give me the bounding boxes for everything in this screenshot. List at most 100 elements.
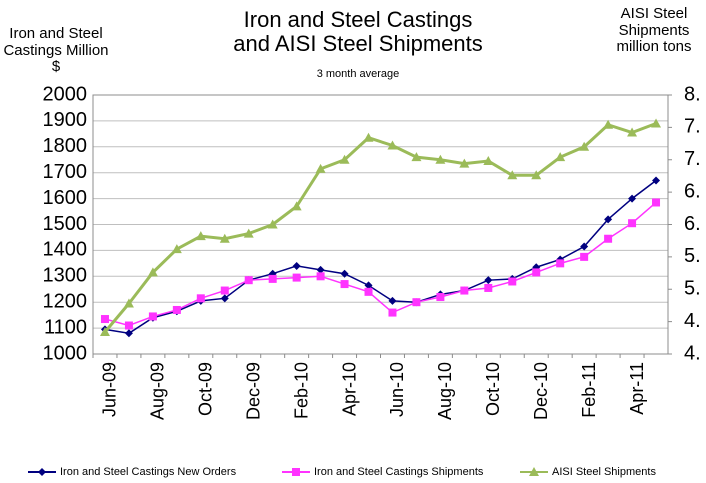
y-tick-label: 1400 [43,239,88,261]
point [604,234,613,243]
x-tick-label: Apr-10 [339,362,359,416]
y-tick-label: 1100 [44,316,87,338]
point [291,201,302,211]
point [243,228,254,238]
legend-marker [292,468,300,476]
y-tick-label: 2000 [43,83,88,105]
y-tick-label: 1500 [43,213,88,235]
legend-marker [38,468,46,476]
y2-tick-label: 5. [684,278,701,300]
legend-marker [529,467,539,476]
series-line [104,179,657,335]
x-tick-label: Jun-09 [100,362,120,417]
point [508,277,517,286]
point [364,287,373,296]
point [627,127,638,137]
y2-tick-label: 4. [684,310,701,332]
point [244,276,253,285]
y-tick-label: 1300 [43,265,88,287]
point [435,154,446,164]
point [124,321,133,330]
point [652,198,661,207]
x-tick-label: Jun-10 [387,362,407,417]
point [195,231,206,241]
point [507,170,518,180]
x-tick-label: Feb-10 [291,362,311,419]
point [436,293,445,302]
point [340,280,349,289]
point [315,163,326,173]
point [388,308,397,317]
point [483,156,494,166]
y2-tick-label: 7. [684,148,701,170]
x-tick-label: Aug-09 [148,362,168,420]
point [292,261,301,270]
point [603,119,614,129]
x-tick-label: Oct-10 [483,362,503,416]
y2-tick-label: 4. [684,342,701,364]
point [387,140,398,150]
point [100,315,109,324]
point [651,118,662,128]
point [363,132,374,142]
point [628,219,637,228]
y-tick-label: 1600 [43,187,88,209]
point [556,259,565,268]
point [171,244,182,254]
point [532,268,541,277]
point [484,283,493,292]
point [604,215,613,224]
point [99,326,110,336]
point [292,273,301,282]
point [459,158,470,168]
x-tick-label: Dec-10 [531,362,551,420]
series-line [103,122,657,333]
point [364,281,373,290]
point [388,296,397,305]
x-tick-label: Apr-11 [627,362,647,415]
point [579,141,590,151]
point [340,269,349,278]
point [316,272,325,281]
point [124,329,133,338]
point [220,294,229,303]
point [460,286,469,295]
legend-label: Iron and Steel Castings Shipments [314,466,484,478]
point [484,276,493,285]
point [147,267,158,277]
y-axis-label: Iron and Steel Castings Million $ [3,25,109,75]
y2-axis-label: AISI Steel Shipments million tons [616,5,692,55]
legend-label: AISI Steel Shipments [552,466,656,478]
point [219,233,230,243]
point [411,152,422,162]
y2-tick-label: 8. [684,83,701,105]
point [339,154,350,164]
legend-label: Iron and Steel Castings New Orders [60,466,237,478]
x-tick-label: Aug-10 [435,362,455,420]
point [268,274,277,283]
point [531,170,542,180]
point [220,286,229,295]
y-tick-label: 1000 [43,342,88,364]
point [196,294,205,303]
chart-subtitle: 3 month average [316,68,400,80]
y-tick-label: 1800 [43,135,88,157]
y2-tick-label: 5. [684,245,701,267]
y-tick-label: 1200 [43,290,88,312]
y2-tick-label: 6. [684,213,701,235]
y2-tick-label: 7. [684,116,701,138]
x-tick-label: Feb-11 [579,362,599,418]
point [412,298,421,307]
y2-tick-label: 6. [684,180,701,202]
point [172,305,181,314]
point [148,312,157,321]
x-tick-label: Dec-09 [243,362,263,420]
y-tick-label: 1700 [43,161,88,183]
point [580,242,589,251]
point [316,265,325,274]
point [580,252,589,261]
point [652,176,661,185]
point [628,194,637,203]
y-tick-label: 1900 [43,109,88,131]
point [267,219,278,229]
